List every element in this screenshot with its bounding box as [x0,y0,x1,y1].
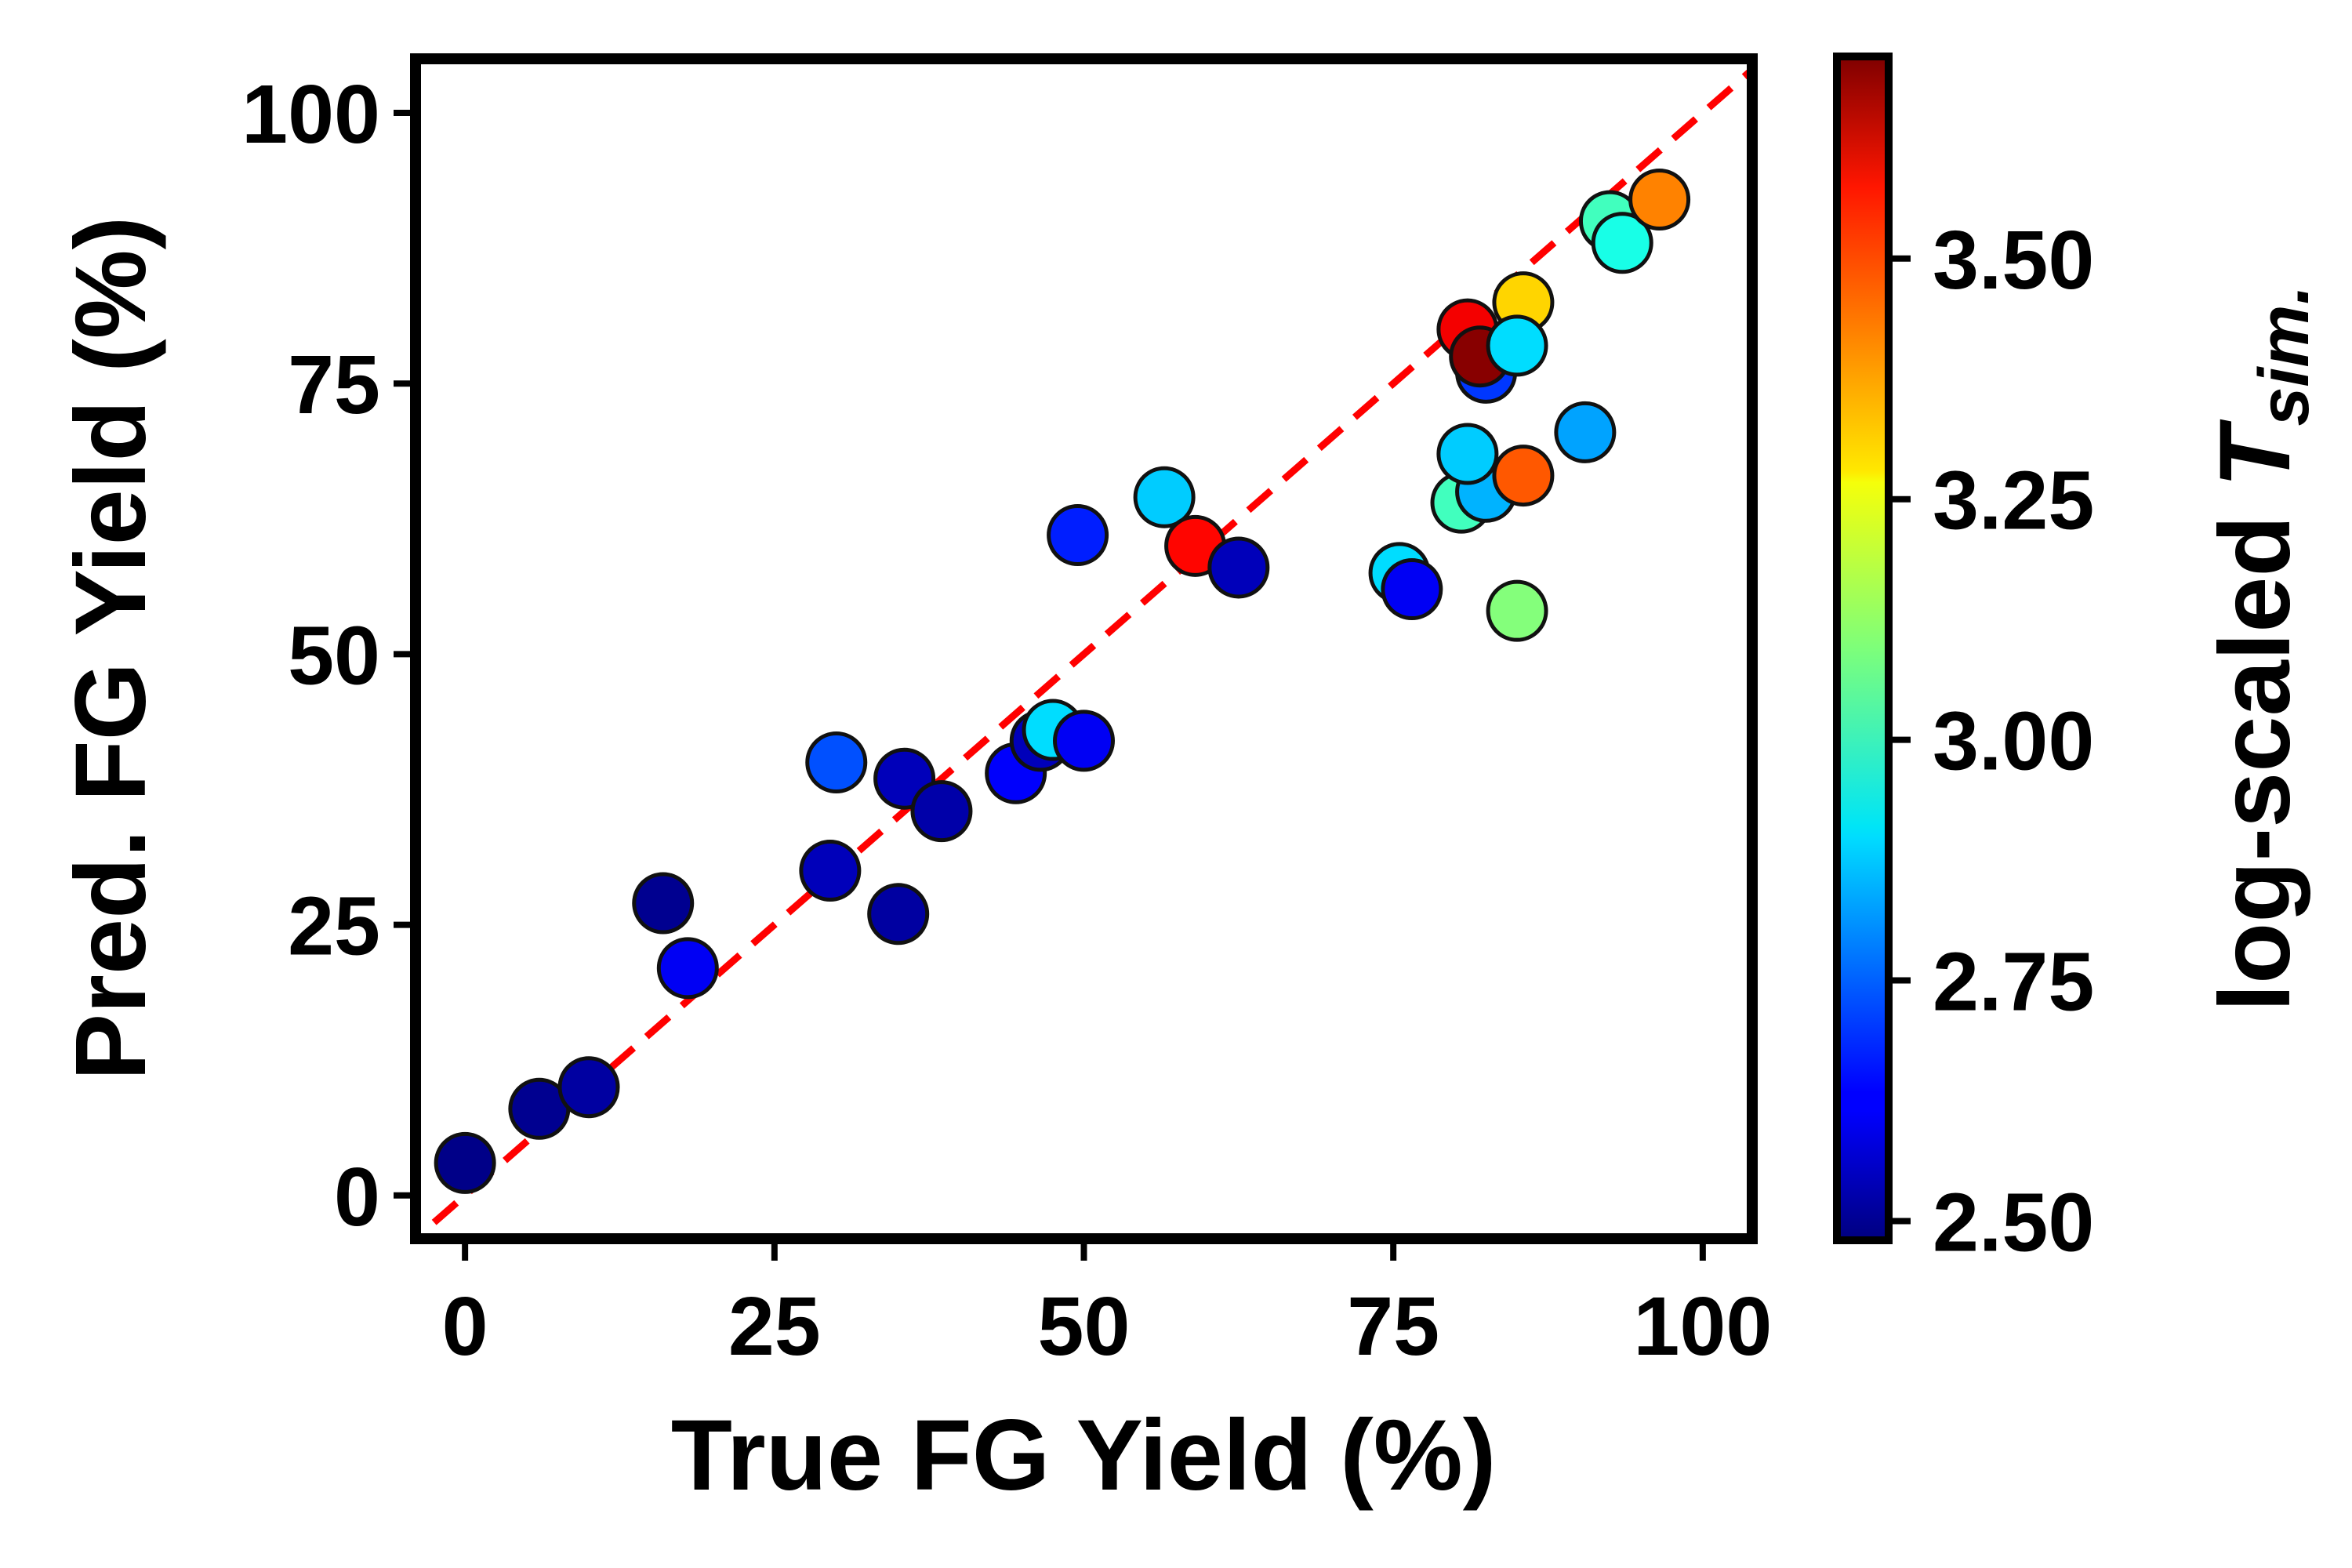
colorbar-tick-label: 2.75 [1933,936,2094,1029]
colorbar: 2.50 2.75 3.00 3.25 3.50 log-scaled Tsim. [1833,53,2324,1269]
data-point [1381,558,1443,621]
data-point [1207,536,1270,599]
y-axis: 0 25 50 75 100 [241,68,416,1243]
data-point [1628,168,1691,230]
y-tick-label: 0 [334,1151,380,1243]
colorbar-label: log-scaled Tsim. [2199,285,2324,1012]
x-axis: 0 25 50 75 100 [442,1239,1772,1373]
data-point [1133,466,1196,528]
data-point [910,780,973,843]
data-point [1053,710,1115,772]
data-point [1486,579,1548,642]
plot-area [410,53,1758,1244]
data-point [1486,314,1548,377]
y-tick-label: 25 [288,880,380,973]
data-point [434,1131,496,1194]
data-point [1047,504,1109,567]
data-point [557,1056,620,1119]
data-point [1591,212,1653,274]
data-point [1436,423,1499,485]
colorbar-gradient [1833,53,1893,1244]
colorbar-tick-label: 3.50 [1933,214,2094,307]
colorbar-label-prefix: log-scaled [2199,488,2311,1012]
x-tick-label: 100 [1633,1280,1772,1373]
x-tick-label: 0 [442,1280,488,1373]
colorbar-ticks: 2.50 2.75 3.00 3.25 3.50 [1889,214,2094,1269]
data-point [656,937,719,1000]
data-point [799,840,862,902]
reference-line-y-equals-x [431,67,1755,1225]
colorbar-tick-label: 2.50 [1933,1176,2094,1269]
data-point [1554,401,1617,463]
x-tick-label: 75 [1347,1280,1439,1373]
x-axis-label: True FG Yield (%) [671,1399,1497,1512]
colorbar-label-symbol: T [2199,419,2311,488]
data-point [1492,445,1555,507]
y-tick-label: 75 [288,339,380,431]
x-tick-label: 25 [728,1280,821,1373]
data-points [434,168,1691,1194]
colorbar-label-subscript: sim. [2245,285,2324,426]
y-axis-label: Pred. FG Yield (%) [55,216,167,1080]
data-point [867,883,930,946]
y-tick-label: 50 [288,609,380,702]
y-tick-label: 100 [241,68,380,161]
colorbar-tick-label: 3.00 [1933,695,2094,788]
data-point [632,872,695,935]
data-point [805,731,868,793]
colorbar-tick-label: 3.25 [1933,455,2094,547]
x-tick-label: 50 [1038,1280,1131,1373]
